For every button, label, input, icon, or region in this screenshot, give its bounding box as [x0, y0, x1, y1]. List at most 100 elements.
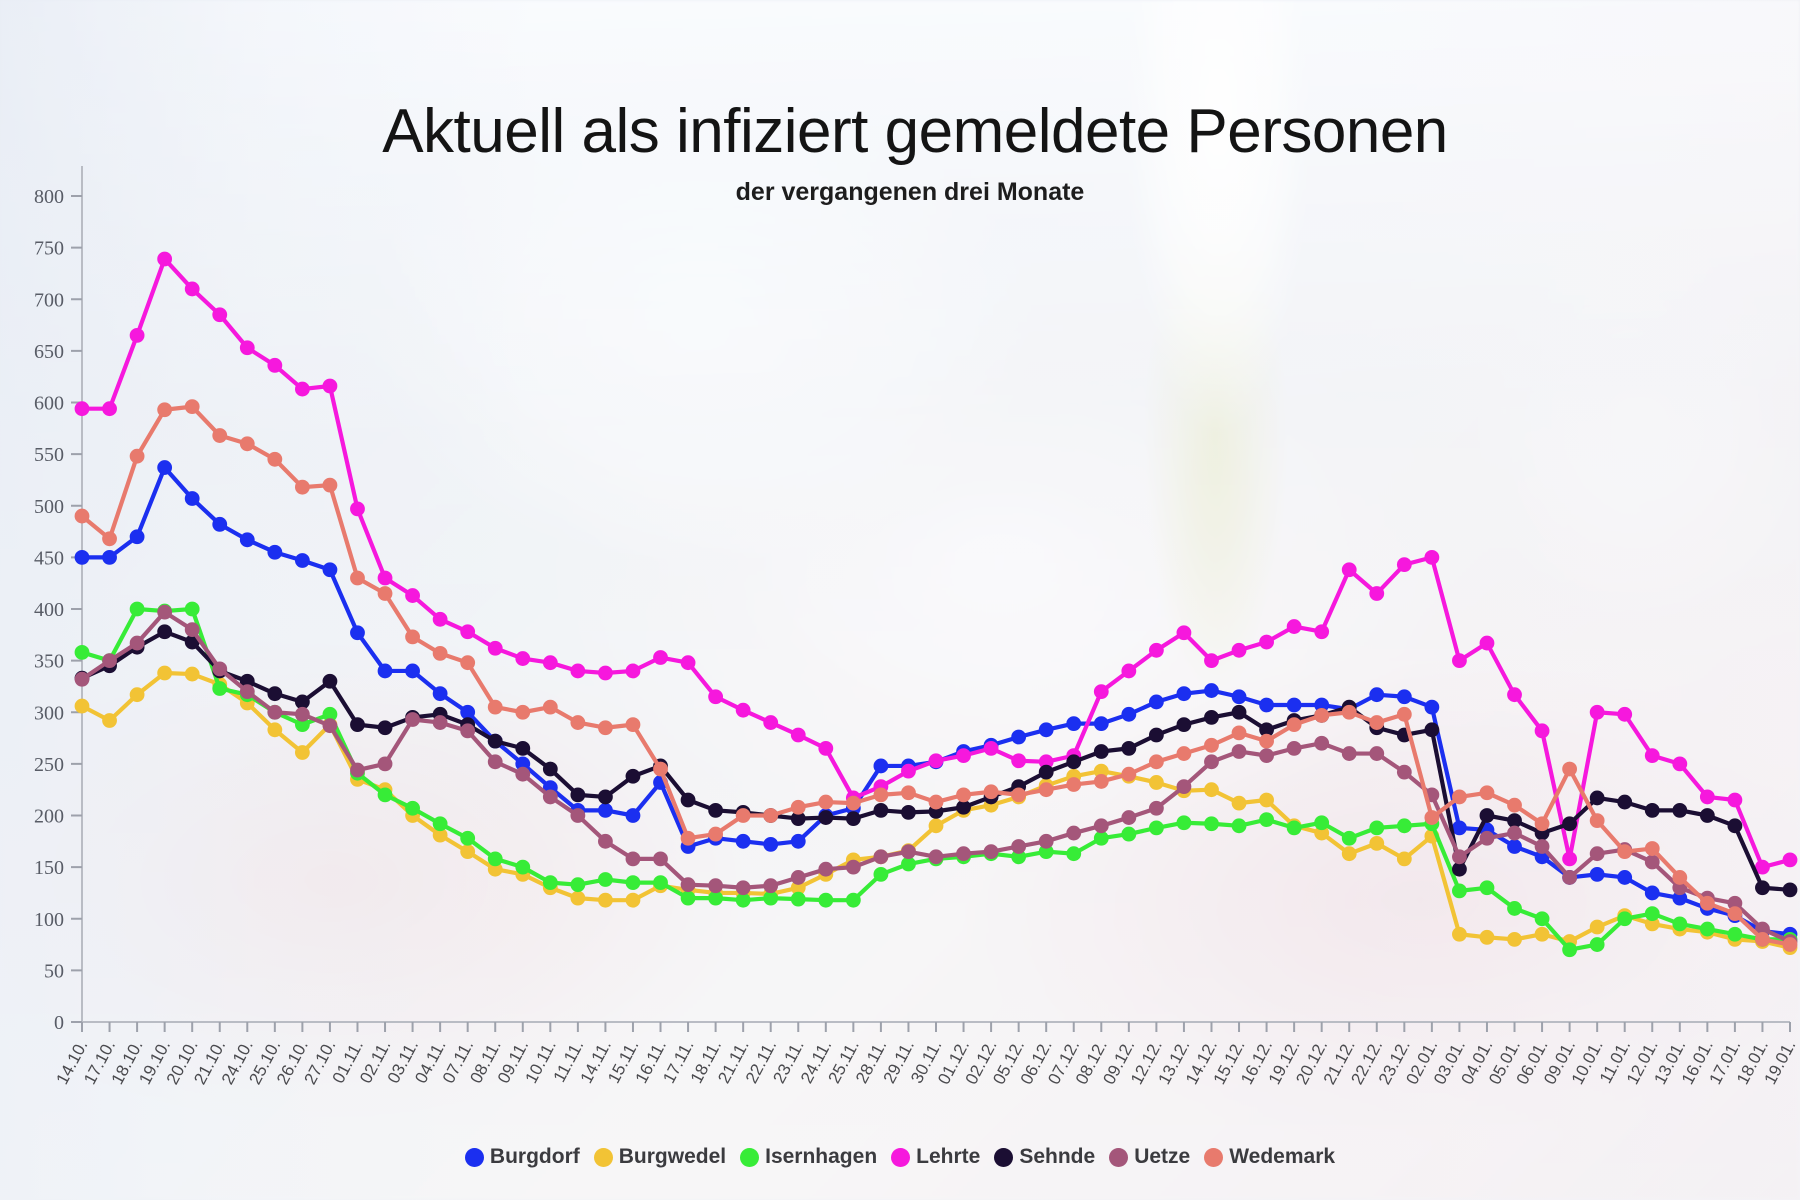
data-point — [598, 720, 613, 736]
data-point — [1424, 722, 1440, 738]
data-point — [129, 601, 145, 617]
data-point — [1204, 653, 1219, 669]
data-point — [1369, 746, 1385, 761]
data-point — [873, 787, 889, 803]
data-point — [1038, 844, 1054, 860]
data-point — [184, 601, 200, 617]
data-point — [129, 687, 145, 703]
legend-label: Burgwedel — [618, 1145, 727, 1168]
data-point — [1755, 921, 1770, 937]
data-point — [74, 401, 90, 417]
data-point — [1314, 697, 1330, 713]
data-point — [708, 689, 724, 705]
data-point — [1148, 642, 1164, 658]
data-point — [625, 892, 641, 908]
data-point — [1204, 816, 1219, 832]
data-point — [873, 802, 889, 818]
data-point — [735, 702, 751, 718]
data-point — [1369, 687, 1385, 703]
data-point — [1589, 813, 1605, 829]
data-point — [405, 663, 420, 679]
legend-item-wedemark[interactable]: Wedemark — [1204, 1145, 1335, 1169]
data-point — [1782, 882, 1798, 898]
data-point — [1534, 723, 1550, 739]
data-point — [1507, 687, 1522, 703]
data-point — [1589, 866, 1605, 882]
data-point — [1011, 787, 1027, 803]
data-point — [294, 745, 310, 760]
data-point — [129, 529, 145, 545]
data-lines — [74, 251, 1798, 958]
legend-item-burgwedel[interactable]: Burgwedel — [593, 1145, 727, 1169]
legend-item-isernhagen[interactable]: Isernhagen — [740, 1145, 877, 1169]
legend-item-lehrte[interactable]: Lehrte — [891, 1145, 980, 1169]
data-point — [267, 357, 283, 373]
data-point — [790, 880, 806, 896]
data-point — [157, 251, 173, 267]
data-point — [1644, 916, 1660, 932]
data-point — [1396, 764, 1412, 780]
y-tick-label: 50 — [44, 960, 64, 982]
data-point — [1011, 839, 1027, 854]
data-point — [157, 460, 173, 475]
data-point — [1093, 744, 1109, 759]
data-point — [790, 727, 806, 743]
data-point — [1617, 870, 1633, 885]
data-point — [790, 870, 806, 885]
data-point — [1121, 740, 1137, 756]
data-point — [1011, 753, 1027, 769]
data-point — [1121, 663, 1137, 679]
data-point — [184, 666, 200, 682]
data-point — [845, 811, 861, 826]
data-point — [432, 611, 448, 627]
data-point — [487, 861, 503, 877]
series-wedemark — [74, 399, 1798, 952]
data-point — [1672, 870, 1688, 885]
data-point — [1341, 830, 1357, 846]
data-point — [1038, 782, 1054, 798]
data-point — [625, 663, 641, 679]
y-tick-label: 200 — [34, 806, 64, 828]
y-tick-label: 300 — [34, 702, 64, 724]
data-point — [212, 681, 228, 696]
data-point — [267, 704, 283, 720]
data-point — [570, 787, 586, 803]
data-point — [405, 800, 420, 816]
data-point — [1369, 715, 1385, 730]
data-point — [763, 808, 779, 823]
y-tick-label: 350 — [34, 651, 64, 673]
data-point — [1699, 808, 1715, 823]
data-point — [1176, 815, 1192, 831]
data-point — [873, 758, 889, 774]
data-point — [1534, 926, 1550, 942]
data-point — [1644, 885, 1660, 901]
legend-item-sehnde[interactable]: Sehnde — [994, 1145, 1095, 1169]
data-point — [708, 826, 724, 842]
series-lehrte — [74, 251, 1798, 875]
data-point — [1314, 707, 1330, 723]
data-point — [294, 694, 310, 710]
data-point — [1369, 835, 1385, 851]
y-tick-label: 250 — [34, 754, 64, 776]
data-point — [1562, 942, 1578, 958]
y-tick-label: 0 — [54, 1012, 64, 1034]
legend-item-uetze[interactable]: Uetze — [1109, 1145, 1190, 1169]
data-point — [1755, 932, 1770, 947]
data-point — [294, 706, 310, 722]
data-point — [598, 802, 613, 818]
data-point — [322, 378, 338, 394]
data-point — [1617, 706, 1633, 722]
data-point — [1369, 586, 1385, 601]
data-point — [1699, 921, 1715, 937]
y-tick-label: 800 — [34, 186, 64, 208]
data-point — [322, 562, 338, 578]
data-point — [1066, 846, 1082, 862]
data-point — [598, 892, 613, 908]
data-point — [1617, 844, 1633, 860]
data-point — [1727, 818, 1743, 834]
data-point — [680, 877, 696, 893]
data-point — [239, 532, 255, 548]
data-point — [515, 704, 531, 720]
legend-item-burgdorf[interactable]: Burgdorf — [464, 1145, 580, 1169]
data-point — [1286, 740, 1302, 756]
